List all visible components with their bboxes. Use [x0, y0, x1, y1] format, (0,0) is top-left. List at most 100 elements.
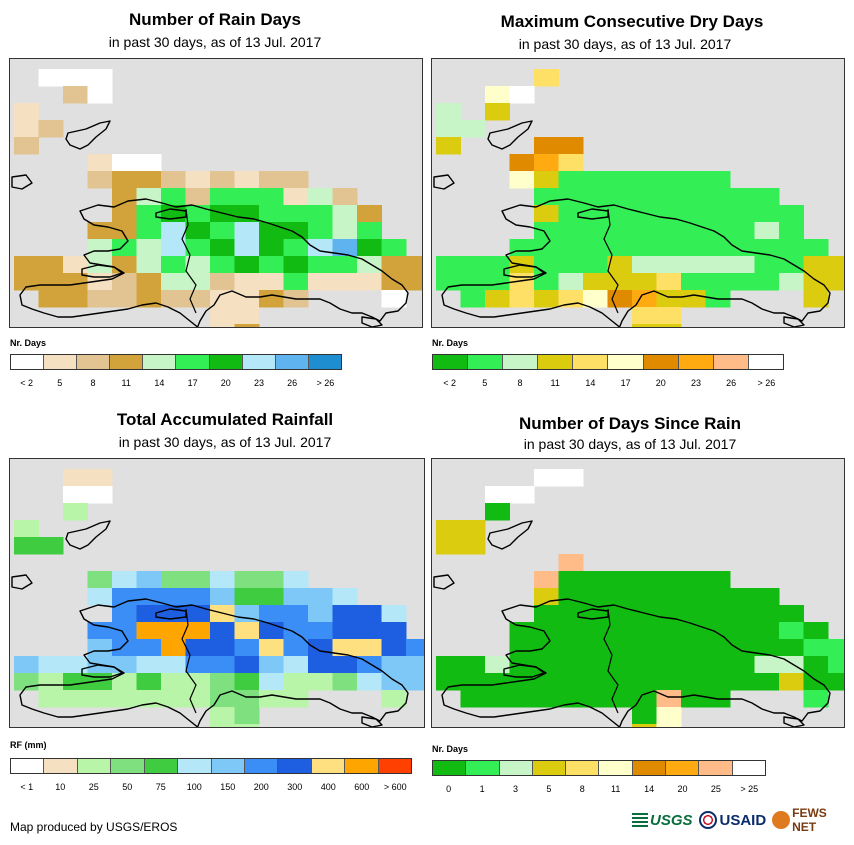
legend-swatch	[178, 759, 212, 773]
grid-cell	[63, 256, 88, 274]
map-grid-rain-days	[11, 69, 422, 327]
grid-cell	[381, 256, 407, 274]
grid-cell	[730, 256, 755, 274]
grid-cell	[534, 222, 559, 240]
grid-cell	[730, 205, 755, 223]
grid-cell	[234, 588, 260, 606]
grid-cell	[705, 605, 731, 623]
grid-cell	[112, 690, 137, 708]
grid-cell	[583, 239, 608, 257]
grid-cell	[234, 273, 260, 291]
grid-cell	[583, 690, 608, 708]
grid-cell	[436, 103, 461, 121]
grid-cell	[210, 188, 235, 206]
grid-cell	[534, 137, 559, 155]
grid-cell	[509, 171, 535, 189]
grid-cell	[332, 639, 358, 657]
grid-cell	[583, 605, 608, 623]
grid-cell	[828, 273, 844, 291]
legend-labels-days-since-rain: 0 1 3 5 8 11 14 20 25 > 25	[432, 784, 766, 796]
grid-cell	[705, 673, 731, 691]
island-coastline	[433, 574, 455, 590]
grid-cell	[681, 605, 706, 623]
legend-bar-max-dry-days	[432, 354, 784, 370]
grid-cell	[283, 639, 309, 657]
grid-cell	[259, 588, 284, 606]
grid-cell	[607, 622, 633, 640]
island-coastline	[577, 608, 609, 620]
grid-cell	[583, 622, 608, 640]
grid-cell	[14, 273, 39, 291]
grid-cell	[558, 673, 584, 691]
grid-cell	[161, 205, 186, 223]
grid-cell	[112, 639, 137, 657]
grid-cell	[185, 571, 211, 589]
grid-cell	[161, 273, 186, 291]
grid-cell	[14, 520, 39, 538]
grid-cell	[681, 656, 706, 674]
legend-bar-days-since-rain	[432, 760, 766, 776]
grid-cell	[234, 256, 260, 274]
island-coastline	[433, 174, 455, 190]
grid-cell	[558, 469, 584, 487]
grid-cell	[632, 639, 657, 657]
grid-cell	[357, 605, 382, 623]
grid-cell	[136, 154, 162, 172]
grid-cell	[558, 622, 584, 640]
grid-cell	[136, 605, 162, 623]
legend-swatch	[44, 355, 78, 369]
usaid-logo: USAID	[698, 811, 766, 829]
logo-strip: USGS USAID FEWS NET	[632, 806, 854, 834]
map-grid-total-rainfall	[11, 469, 424, 727]
grid-cell	[803, 273, 829, 291]
grid-cell	[509, 639, 535, 657]
grid-cell	[485, 290, 510, 308]
grid-cell	[63, 690, 88, 708]
legend-swatch	[378, 759, 412, 773]
grid-cell	[332, 205, 358, 223]
legend-swatch	[678, 355, 714, 369]
grid-cell	[583, 571, 608, 589]
grid-cell	[436, 256, 461, 274]
grid-cell	[210, 256, 235, 274]
grid-cell	[185, 256, 211, 274]
grid-cell	[283, 273, 309, 291]
grid-cell	[681, 290, 706, 308]
grid-cell	[730, 673, 755, 691]
grid-cell	[234, 222, 260, 240]
grid-cell	[607, 239, 633, 257]
legend-swatch	[732, 761, 765, 775]
grid-cell	[803, 290, 829, 308]
grid-cell	[607, 273, 633, 291]
legend-label: 3	[512, 784, 519, 794]
grid-cell	[534, 605, 559, 623]
grid-cell	[161, 673, 186, 691]
grid-cell	[656, 605, 682, 623]
grid-cell	[656, 588, 682, 606]
legend-label: 26	[726, 378, 737, 388]
legend-label: 8	[90, 378, 96, 388]
grid-cell	[210, 639, 235, 657]
legend-swatch	[532, 761, 567, 775]
national-border	[181, 608, 197, 714]
legend-label: 300	[287, 782, 303, 792]
legend-swatch	[77, 759, 112, 773]
legend-swatch	[209, 355, 243, 369]
grid-cell	[234, 324, 260, 327]
grid-cell	[436, 273, 461, 291]
map-grid-max-dry-days	[433, 69, 844, 327]
grid-cell	[558, 188, 584, 206]
grid-cell	[381, 290, 407, 308]
grid-cell	[632, 724, 657, 727]
grid-cell	[436, 673, 461, 691]
legend-swatch	[632, 761, 667, 775]
hispaniola-coastline	[441, 198, 831, 327]
grid-cell	[558, 554, 584, 572]
grid-cell	[607, 222, 633, 240]
grid-cell	[332, 656, 358, 674]
grid-cell	[63, 486, 88, 504]
grid-cell	[234, 707, 260, 725]
island-coastline	[503, 264, 545, 278]
grid-cell	[558, 222, 584, 240]
grid-cell	[259, 290, 284, 308]
